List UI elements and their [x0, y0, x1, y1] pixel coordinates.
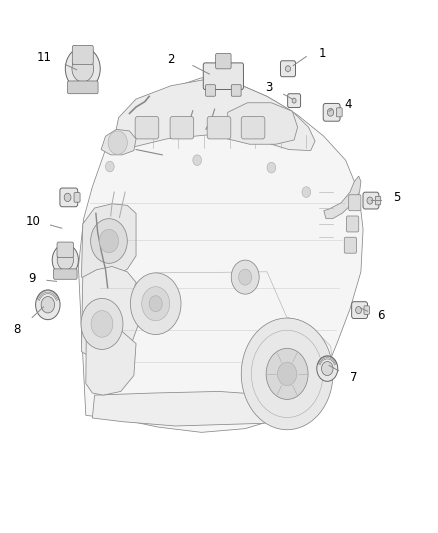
Text: 10: 10	[25, 215, 40, 228]
Text: 11: 11	[37, 51, 52, 63]
Polygon shape	[228, 103, 297, 144]
FancyBboxPatch shape	[288, 94, 300, 108]
Text: 8: 8	[14, 322, 21, 336]
Circle shape	[57, 250, 74, 270]
FancyBboxPatch shape	[364, 306, 369, 314]
Circle shape	[317, 356, 338, 381]
Text: 2: 2	[167, 53, 175, 66]
Text: 6: 6	[377, 309, 384, 322]
Circle shape	[367, 197, 373, 204]
Polygon shape	[81, 204, 136, 280]
Text: 1: 1	[319, 47, 327, 60]
Circle shape	[99, 229, 119, 253]
Text: 9: 9	[28, 272, 36, 285]
Polygon shape	[286, 66, 290, 72]
Circle shape	[266, 349, 308, 399]
Circle shape	[41, 296, 55, 313]
Circle shape	[35, 290, 60, 320]
FancyBboxPatch shape	[375, 196, 381, 205]
FancyBboxPatch shape	[363, 192, 379, 209]
FancyBboxPatch shape	[72, 45, 93, 64]
Polygon shape	[86, 328, 136, 395]
Circle shape	[241, 318, 333, 430]
Polygon shape	[92, 391, 306, 426]
Text: 3: 3	[265, 82, 273, 94]
Circle shape	[278, 362, 297, 385]
FancyBboxPatch shape	[203, 63, 244, 90]
Circle shape	[231, 260, 259, 294]
FancyBboxPatch shape	[170, 117, 194, 139]
Circle shape	[65, 47, 100, 90]
Polygon shape	[324, 176, 361, 219]
Circle shape	[131, 273, 181, 335]
FancyBboxPatch shape	[241, 117, 265, 139]
FancyBboxPatch shape	[205, 85, 215, 96]
Circle shape	[72, 55, 94, 82]
Circle shape	[142, 287, 170, 321]
Circle shape	[91, 219, 127, 263]
Polygon shape	[112, 79, 315, 151]
Circle shape	[91, 311, 113, 337]
Circle shape	[81, 298, 123, 350]
Circle shape	[356, 306, 361, 313]
FancyBboxPatch shape	[74, 192, 80, 202]
FancyBboxPatch shape	[67, 81, 98, 94]
Circle shape	[239, 269, 252, 285]
FancyBboxPatch shape	[135, 117, 159, 139]
FancyBboxPatch shape	[346, 216, 359, 232]
Circle shape	[52, 244, 78, 276]
Polygon shape	[292, 98, 296, 103]
FancyBboxPatch shape	[215, 53, 231, 69]
FancyBboxPatch shape	[352, 302, 367, 319]
Circle shape	[267, 163, 276, 173]
Polygon shape	[101, 130, 136, 155]
FancyBboxPatch shape	[280, 61, 296, 77]
FancyBboxPatch shape	[57, 242, 74, 257]
FancyBboxPatch shape	[344, 237, 357, 253]
Circle shape	[64, 193, 71, 201]
FancyBboxPatch shape	[53, 269, 77, 279]
Circle shape	[108, 131, 127, 155]
Circle shape	[106, 161, 114, 172]
Circle shape	[321, 361, 333, 376]
Circle shape	[193, 155, 201, 165]
FancyBboxPatch shape	[349, 195, 361, 211]
Circle shape	[149, 296, 162, 312]
Text: 5: 5	[393, 191, 401, 204]
Circle shape	[302, 187, 311, 197]
Circle shape	[327, 108, 334, 116]
FancyBboxPatch shape	[336, 108, 342, 117]
FancyBboxPatch shape	[323, 103, 340, 121]
Polygon shape	[78, 78, 363, 432]
FancyBboxPatch shape	[207, 117, 231, 139]
FancyBboxPatch shape	[231, 85, 241, 96]
Text: 7: 7	[350, 370, 357, 384]
FancyBboxPatch shape	[60, 188, 78, 207]
Text: 4: 4	[344, 99, 352, 111]
Polygon shape	[81, 266, 138, 361]
